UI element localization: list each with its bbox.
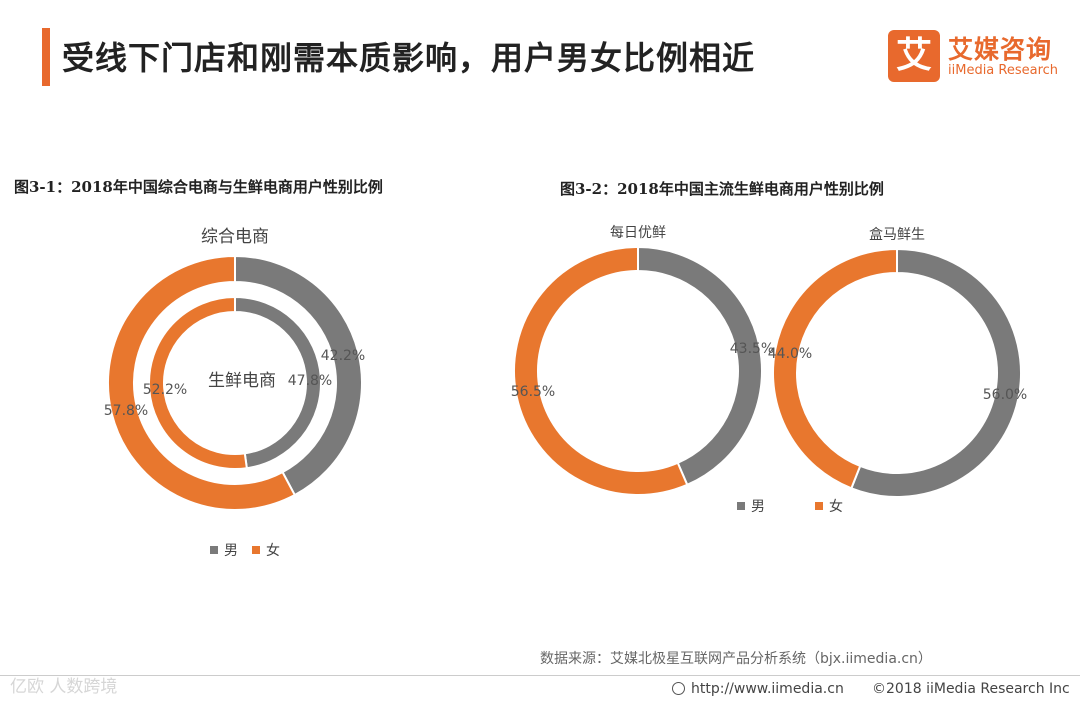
legend-item-female: 女 — [815, 496, 843, 516]
chart2-ring1-slice-male — [850, 247, 1022, 498]
footer-copyright: ©2018 iiMedia Research Inc — [872, 681, 1070, 697]
chart2-ring1-slice-female — [772, 247, 898, 490]
chart2-ring0-slice-male — [637, 245, 763, 487]
fig3-2-title: 图3-2：2018年中国主流生鲜电商用户性别比例 — [560, 180, 884, 198]
chart1-ring1-label-male: 47.8% — [288, 373, 332, 389]
chart1-ring1-label-female: 52.2% — [143, 382, 187, 398]
footer-url-text[interactable]: http://www.iimedia.cn — [691, 681, 844, 697]
chart1-ring1-slice-female — [148, 295, 248, 470]
legend-item-male: 男 — [737, 496, 765, 516]
legend-label-male: 男 — [224, 543, 238, 559]
chart1-ring0-slice-female — [107, 254, 297, 511]
fig3-2-chart2-title: 盒马鲜生 — [869, 227, 925, 243]
fig3-2-legend: 男 女 — [737, 496, 843, 516]
chart2-ring0-label-female: 56.5% — [511, 384, 555, 400]
logo-name-cn: 艾媒咨询 — [948, 35, 1053, 64]
fig3-2-chart1-title: 每日优鲜 — [610, 225, 666, 241]
footer-url[interactable]: http://www.iimedia.cn — [672, 681, 844, 697]
watermark: 亿欧 人数跨境 — [10, 677, 118, 697]
fig3-1-outer-ring-title: 综合电商 — [201, 227, 269, 247]
chart2-ring0-slice-female — [513, 245, 689, 496]
footer-divider — [0, 675, 1080, 676]
legend-label-female: 女 — [266, 543, 280, 559]
logo-mark: 艾 — [888, 30, 940, 82]
chart2-ring1-label-male: 56.0% — [983, 387, 1027, 403]
data-source: 数据来源：艾媒北极星互联网产品分析系统（bjx.iimedia.cn） — [540, 651, 932, 667]
globe-icon — [672, 682, 685, 695]
fig3-1-inner-ring-title: 生鲜电商 — [208, 371, 276, 391]
legend-item-female: 女 — [252, 540, 280, 560]
legend-label-male: 男 — [751, 499, 765, 515]
fig3-1-legend: 男 女 — [210, 540, 280, 560]
brand-logo: 艾 艾媒咨询 iiMedia Research — [888, 30, 1068, 86]
chart2-ring0-label-male: 43.5% — [730, 341, 774, 357]
chart1-ring0-label-male: 42.2% — [321, 348, 365, 364]
legend-label-female: 女 — [829, 499, 843, 515]
legend-swatch-male — [737, 502, 745, 510]
title-accent-bar — [42, 28, 50, 86]
chart1-ring0-label-female: 57.8% — [104, 403, 148, 419]
page-title: 受线下门店和刚需本质影响，用户男女比例相近 — [62, 39, 756, 77]
legend-item-male: 男 — [210, 540, 238, 560]
legend-swatch-male — [210, 546, 218, 554]
chart2-ring1-label-female: 44.0% — [768, 346, 812, 362]
legend-swatch-female — [252, 546, 260, 554]
legend-swatch-female — [815, 502, 823, 510]
logo-name-en: iiMedia Research — [948, 63, 1059, 78]
fig3-1-title: 图3-1：2018年中国综合电商与生鲜电商用户性别比例 — [14, 178, 383, 196]
